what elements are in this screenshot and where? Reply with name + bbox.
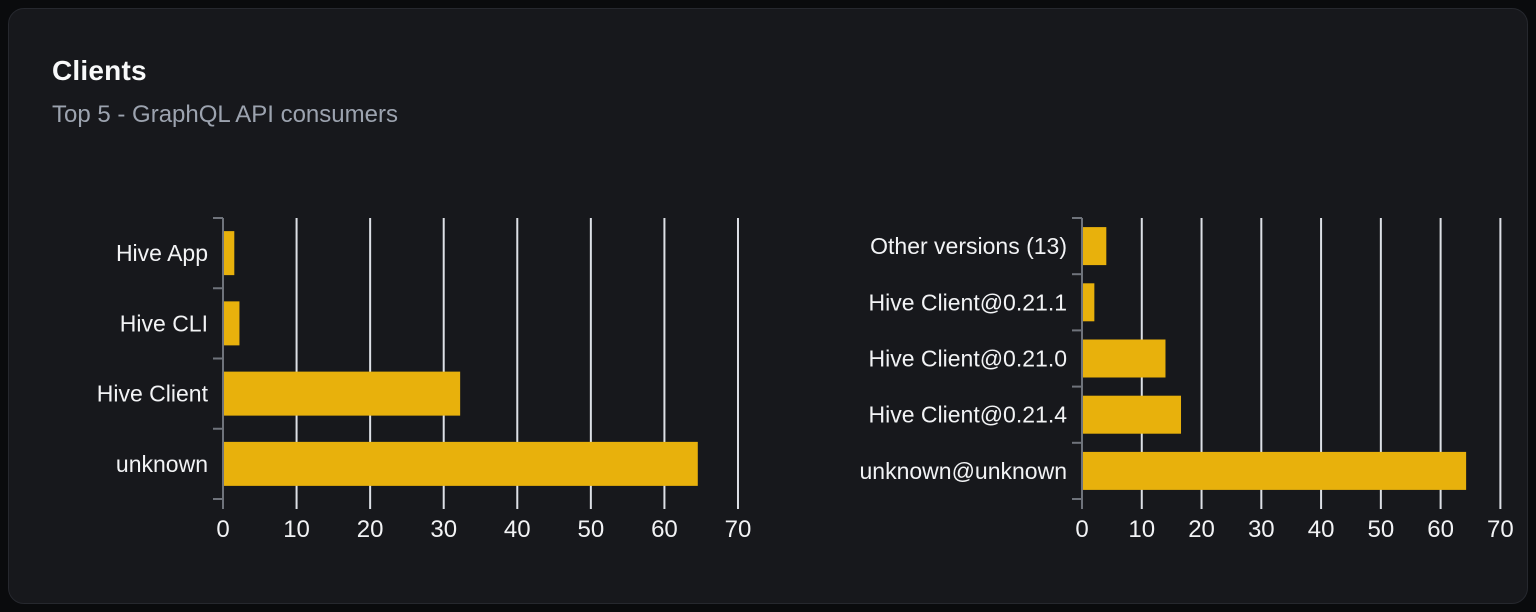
clients-card: Clients Top 5 - GraphQL API consumers Hi… — [8, 8, 1528, 604]
bar-other-versions-13-[interactable] — [1083, 227, 1107, 266]
x-tick-label: 50 — [1367, 516, 1394, 543]
category-label: Hive App — [116, 240, 208, 266]
category-label: Hive Client@0.21.1 — [869, 289, 1068, 315]
bar-unknown-unknown[interactable] — [1083, 451, 1467, 490]
clients-by-version-bar-chart: Other versions (13) Hive Client@0.21.1 Hiv… — [860, 217, 1514, 543]
category-label: Hive Client@0.21.4 — [869, 402, 1068, 428]
category-label: Other versions (13) — [870, 233, 1067, 259]
bar-hive-client-0-21-1[interactable] — [1083, 283, 1095, 322]
category-label: Hive Client@0.21.0 — [869, 346, 1068, 372]
bar-hive-client-0-21-0[interactable] — [1083, 339, 1166, 378]
category-label: Hive Client — [97, 381, 209, 407]
category-label: Hive CLI — [120, 310, 208, 336]
x-tick-label: 30 — [430, 516, 457, 543]
x-tick-label: 10 — [283, 516, 310, 543]
x-tick-label: 0 — [1075, 516, 1088, 543]
x-tick-label: 40 — [1308, 516, 1335, 543]
x-tick-label: 0 — [216, 516, 229, 543]
x-tick-label: 10 — [1128, 516, 1155, 543]
x-tick-label: 60 — [651, 516, 678, 543]
bar-unknown[interactable] — [224, 441, 698, 486]
bar-hive-app[interactable] — [224, 231, 235, 276]
bar-hive-client-0-21-4[interactable] — [1083, 395, 1182, 434]
x-tick-label: 20 — [357, 516, 384, 543]
x-tick-label: 60 — [1427, 516, 1454, 543]
x-tick-label: 70 — [725, 516, 752, 543]
category-label: unknown@unknown — [860, 458, 1067, 484]
clients-by-name-bar-chart: Hive App Hive CLI Hive Client unknown 0 10 20 3… — [97, 217, 752, 543]
x-tick-label: 20 — [1188, 516, 1215, 543]
card-subtitle: Top 5 - GraphQL API consumers — [52, 101, 398, 128]
card-title: Clients — [52, 55, 147, 86]
bar-hive-client[interactable] — [224, 371, 461, 416]
x-tick-label: 30 — [1248, 516, 1275, 543]
x-tick-label: 40 — [504, 516, 531, 543]
x-tick-label: 50 — [577, 516, 604, 543]
category-label: unknown — [116, 451, 208, 477]
card-header: Clients Top 5 - GraphQL API consumers — [52, 55, 398, 129]
bar-hive-cli[interactable] — [224, 301, 240, 346]
x-tick-label: 70 — [1487, 516, 1514, 543]
